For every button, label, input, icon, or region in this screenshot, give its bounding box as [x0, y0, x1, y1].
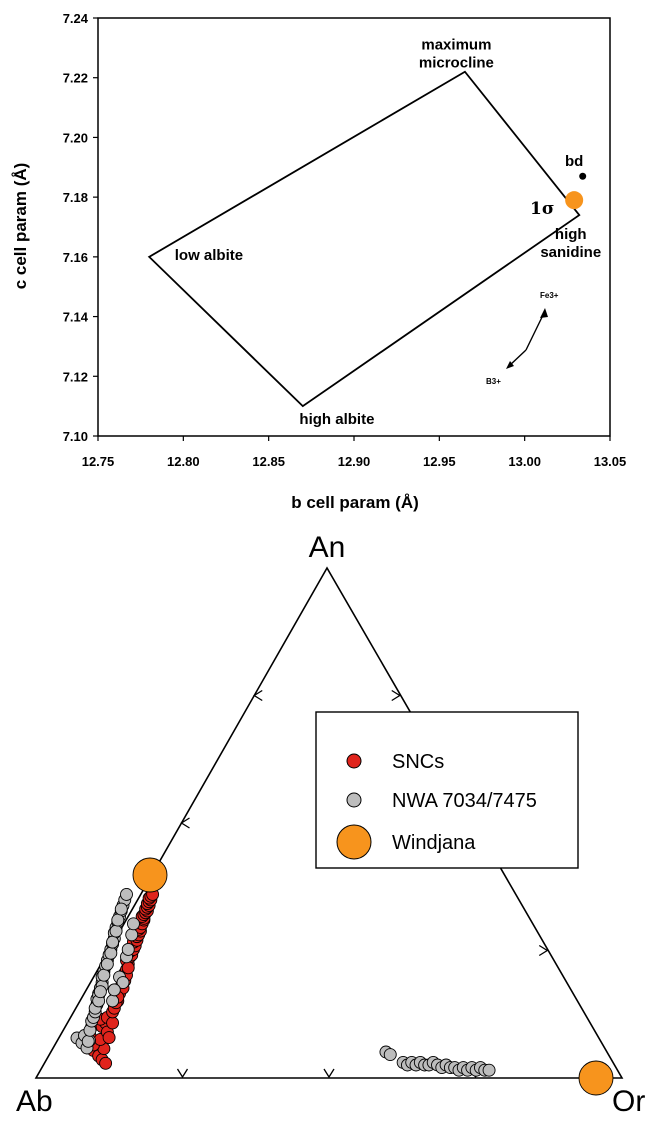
- vertex-label-or: Or: [612, 1085, 645, 1118]
- legend-swatch-windjana: [336, 824, 372, 860]
- point-nwa-7034-7475: [114, 902, 128, 916]
- x-axis-label: b cell param (Å): [291, 493, 419, 512]
- data-points: [565, 172, 587, 210]
- fe-arrow-head: [540, 308, 548, 318]
- ternary-points: [70, 857, 614, 1096]
- corner-label: sanidine: [540, 244, 601, 261]
- base-tick: [176, 1068, 189, 1079]
- cell-parameter-chart: 12.75 12.80 12.85 12.90 12.95 13.00 13.05 7.10…: [11, 11, 626, 512]
- plot-area-frame: [97, 17, 611, 437]
- legend-swatch-sncs: [346, 753, 362, 769]
- y-tick-label: 7.18: [63, 190, 88, 205]
- b-arrow-head: [506, 361, 514, 369]
- point-nwa-7034-7475: [97, 968, 111, 982]
- point-nwa-7034-7475: [104, 946, 118, 960]
- y-tick-label: 7.16: [63, 250, 88, 265]
- x-tick-label: 13.05: [594, 454, 627, 469]
- corner-label: microcline: [419, 54, 494, 71]
- x-tick-label: 13.00: [508, 454, 541, 469]
- y-tick-labels: 7.10 7.12 7.14 7.16 7.18 7.20 7.22 7.24: [63, 11, 98, 444]
- point-windjana: [565, 191, 584, 210]
- point-sncs: [102, 1031, 116, 1045]
- point-nwa-7034-7475: [107, 983, 121, 997]
- base-tick: [323, 1068, 335, 1079]
- legend-label-nwa: NWA 7034/7475: [392, 790, 537, 812]
- y-tick-label: 7.10: [63, 429, 88, 444]
- corner-label: maximum: [421, 36, 491, 53]
- left-tick: [253, 689, 263, 702]
- vertex-label-an: An: [309, 531, 346, 564]
- legend-label-windjana: Windjana: [392, 832, 476, 854]
- point-nwa-7034-7475: [106, 935, 120, 949]
- legend-label-sncs: SNCs: [392, 751, 444, 773]
- point-bd: [579, 172, 587, 180]
- x-tick-labels: 12.75 12.80 12.85 12.90 12.95 13.00 13.05: [82, 436, 627, 469]
- point-windjana: [132, 857, 168, 893]
- right-tick: [538, 944, 549, 957]
- point-nwa-7034-7475: [120, 887, 133, 901]
- feldspar-field-polygon: [147, 70, 581, 408]
- y-tick-label: 7.22: [63, 71, 88, 86]
- point-nwa-7034-7475: [383, 1048, 397, 1062]
- x-tick-label: 12.80: [167, 454, 200, 469]
- substitution-arrows: Fe3+ B3+: [486, 291, 559, 386]
- point-windjana: [578, 1060, 614, 1096]
- point-nwa-7034-7475: [127, 917, 140, 931]
- x-tick-label: 12.85: [252, 454, 285, 469]
- x-tick-label: 12.90: [338, 454, 371, 469]
- point-nwa-7034-7475: [482, 1063, 496, 1077]
- point-nwa-7034-7475: [106, 994, 120, 1008]
- legend-swatch-nwa: [346, 792, 362, 808]
- b-arrow-label: B3+: [486, 377, 501, 386]
- corner-label: high: [555, 226, 587, 243]
- bd-label: bd: [565, 153, 583, 170]
- point-nwa-7034-7475: [100, 957, 114, 971]
- point-sncs: [121, 961, 135, 975]
- point-sncs: [99, 1056, 113, 1070]
- corner-label: high albite: [299, 411, 374, 428]
- fe-arrow-label: Fe3+: [540, 291, 559, 300]
- y-tick-label: 7.14: [63, 310, 89, 325]
- left-tick: [180, 817, 190, 829]
- right-tick: [391, 689, 401, 702]
- point-nwa-7034-7475: [116, 976, 130, 989]
- point-nwa-7034-7475: [121, 943, 135, 956]
- point-nwa-7034-7475: [93, 985, 107, 999]
- y-tick-label: 7.24: [63, 11, 89, 26]
- ternary-diagram: An Ab Or SNCs NWA 7034/7475 Windjana: [16, 531, 645, 1118]
- vertex-label-ab: Ab: [16, 1085, 53, 1118]
- point-sncs: [106, 1016, 120, 1030]
- corner-label: low albite: [175, 247, 243, 264]
- point-nwa-7034-7475: [109, 924, 123, 938]
- point-nwa-7034-7475: [111, 913, 125, 927]
- x-tick-label: 12.75: [82, 454, 115, 469]
- y-tick-label: 7.12: [63, 369, 88, 384]
- x-tick-label: 12.95: [423, 454, 456, 469]
- point-nwa-7034-7475: [125, 928, 139, 942]
- y-tick-label: 7.20: [63, 130, 88, 145]
- y-axis-label: c cell param (Å): [11, 163, 30, 290]
- sigma-label: 1σ: [530, 199, 554, 219]
- legend: SNCs NWA 7034/7475 Windjana: [315, 711, 579, 869]
- point-nwa-7034-7475: [81, 1034, 95, 1048]
